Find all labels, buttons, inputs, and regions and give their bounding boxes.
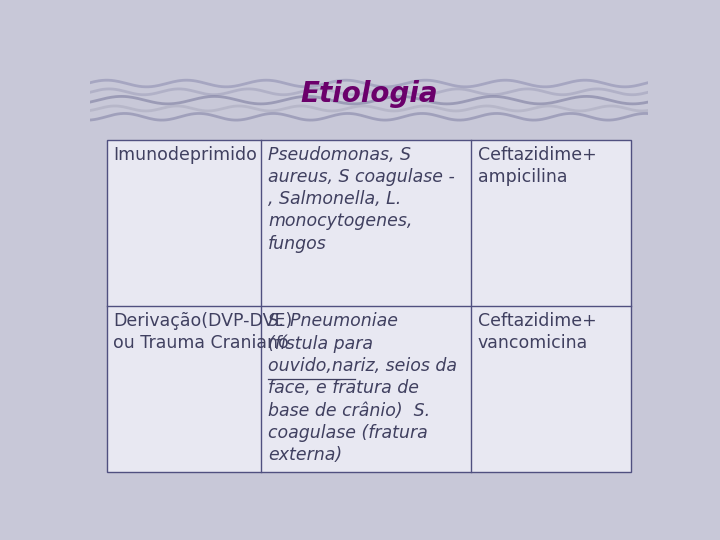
Text: Ceftazidime+
ampicilina: Ceftazidime+ ampicilina [478,146,597,186]
Text: Ceftazidime+
vancomicina: Ceftazidime+ vancomicina [478,312,597,353]
Text: Pseudomonas, S
aureus, S coagulase -
, Salmonella, L.
monocytogenes,
fungos: Pseudomonas, S aureus, S coagulase - , S… [268,146,455,253]
Text: Imunodeprimido: Imunodeprimido [114,146,257,164]
FancyBboxPatch shape [107,140,631,472]
Text: Etiologia: Etiologia [300,80,438,108]
Text: S. Pneumoniae
(fístula para
ouvido,nariz, seios da
face, e fratura de
base de cr: S. Pneumoniae (fístula para ouvido,nariz… [268,312,457,464]
Text: Derivação(DVP-DVE)
ou Trauma Craniano: Derivação(DVP-DVE) ou Trauma Craniano [114,312,293,353]
